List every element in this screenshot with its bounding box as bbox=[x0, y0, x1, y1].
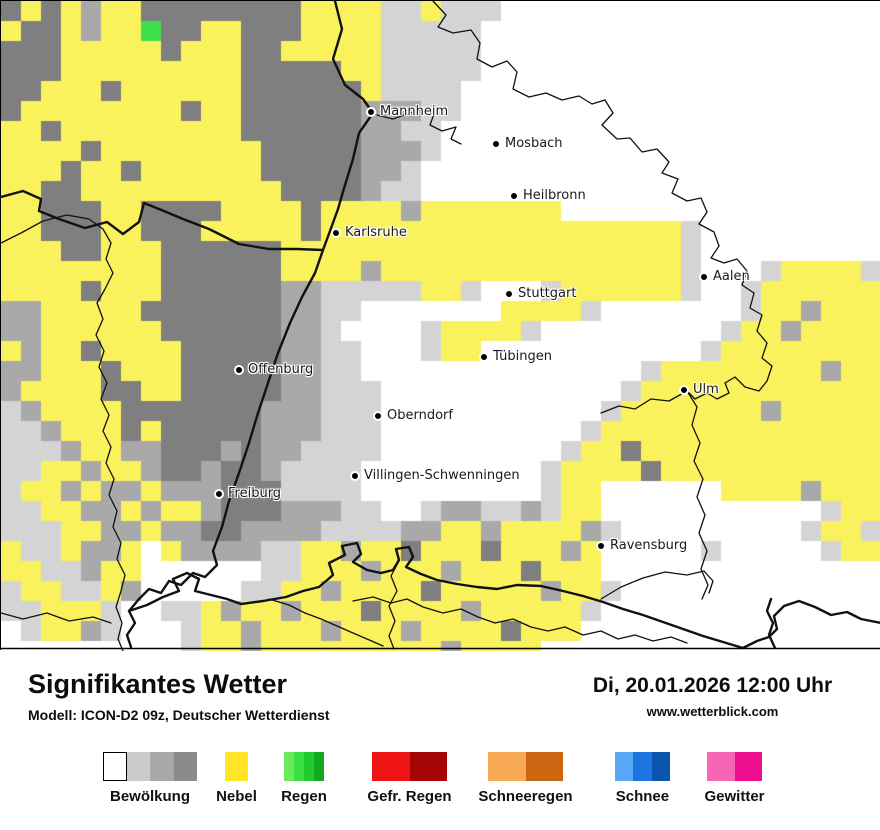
model-subtitle: Modell: ICON-D2 09z, Deutscher Wetterdie… bbox=[28, 707, 330, 723]
legend-swatch bbox=[173, 752, 197, 781]
legend-swatch bbox=[103, 752, 127, 781]
legend-swatches bbox=[225, 752, 248, 781]
city-dot bbox=[373, 411, 383, 421]
legend-swatch bbox=[150, 752, 174, 781]
city-label: Offenburg bbox=[248, 362, 314, 377]
legend-label: Gefr. Regen bbox=[367, 788, 452, 805]
legend-label: Gewitter bbox=[704, 788, 765, 805]
legend-group: Bewölkung bbox=[103, 752, 197, 805]
legend-group: Schneeregen bbox=[478, 752, 573, 805]
legend-swatches bbox=[488, 752, 563, 781]
city-label: Aalen bbox=[713, 269, 750, 284]
legend-group: Gefr. Regen bbox=[367, 752, 452, 805]
legend-label: Schneeregen bbox=[478, 788, 573, 805]
city-dot bbox=[504, 289, 514, 299]
legend-label: Nebel bbox=[216, 788, 257, 805]
legend-label: Schnee bbox=[615, 788, 670, 805]
city-dot bbox=[479, 352, 489, 362]
map-area: Mannheim Mosbach Heilbronn Karlsruhe Stuttga… bbox=[0, 0, 880, 651]
legend-swatch bbox=[525, 752, 563, 781]
city-label: Villingen-Schwenningen bbox=[364, 468, 520, 483]
legend-swatch bbox=[409, 752, 447, 781]
forecast-datetime: Di, 20.01.2026 12:00 Uhr bbox=[592, 674, 833, 697]
legend-group: Regen bbox=[281, 752, 327, 805]
legend-swatch bbox=[314, 752, 324, 781]
city-label: Oberndorf bbox=[387, 408, 453, 423]
legend-group: Gewitter bbox=[704, 752, 765, 805]
city-dot bbox=[350, 471, 360, 481]
city-dot bbox=[234, 365, 244, 375]
legend-swatches bbox=[615, 752, 670, 781]
legend-swatch bbox=[651, 752, 670, 781]
city-dot bbox=[366, 107, 376, 117]
city-label: Mannheim bbox=[380, 104, 449, 119]
website-url: www.wetterblick.com bbox=[646, 704, 779, 719]
legend-swatch bbox=[615, 752, 634, 781]
legend-swatch bbox=[284, 752, 294, 781]
city-label: Stuttgart bbox=[518, 286, 577, 301]
city-dot bbox=[699, 272, 709, 282]
city-dot bbox=[331, 228, 341, 238]
legend-group: Nebel bbox=[216, 752, 257, 805]
city-label: Ravensburg bbox=[610, 538, 688, 553]
city-label: Mosbach bbox=[505, 136, 563, 151]
page-title: Signifikantes Wetter bbox=[28, 669, 288, 699]
weather-grid-canvas bbox=[1, 1, 880, 651]
city-label: Karlsruhe bbox=[345, 225, 407, 240]
legend-swatches bbox=[284, 752, 324, 781]
city-dot bbox=[491, 139, 501, 149]
legend-swatch bbox=[488, 752, 526, 781]
legend-swatches bbox=[372, 752, 447, 781]
legend-swatch bbox=[294, 752, 304, 781]
city-label: Ulm bbox=[693, 382, 719, 397]
legend-swatch bbox=[126, 752, 150, 781]
legend-swatch bbox=[734, 752, 762, 781]
datetime-block: Di, 20.01.2026 12:00 Uhr www.wetterblick… bbox=[565, 674, 860, 719]
city-label: Tübingen bbox=[493, 349, 552, 364]
city-dot bbox=[214, 489, 224, 499]
city-label: Freiburg bbox=[228, 486, 282, 501]
legend-swatch bbox=[304, 752, 314, 781]
city-label: Heilbronn bbox=[523, 188, 586, 203]
legend-label: Regen bbox=[281, 788, 327, 805]
city-dot bbox=[679, 385, 689, 395]
legend-group: Schnee bbox=[615, 752, 670, 805]
legend-swatches bbox=[103, 752, 197, 781]
legend-label: Bewölkung bbox=[109, 788, 191, 805]
legend-swatches bbox=[707, 752, 762, 781]
legend-swatch bbox=[225, 752, 248, 781]
legend-swatch bbox=[372, 752, 410, 781]
legend-swatch bbox=[707, 752, 735, 781]
legend-swatch bbox=[633, 752, 652, 781]
city-dot bbox=[596, 541, 606, 551]
city-dot bbox=[509, 191, 519, 201]
